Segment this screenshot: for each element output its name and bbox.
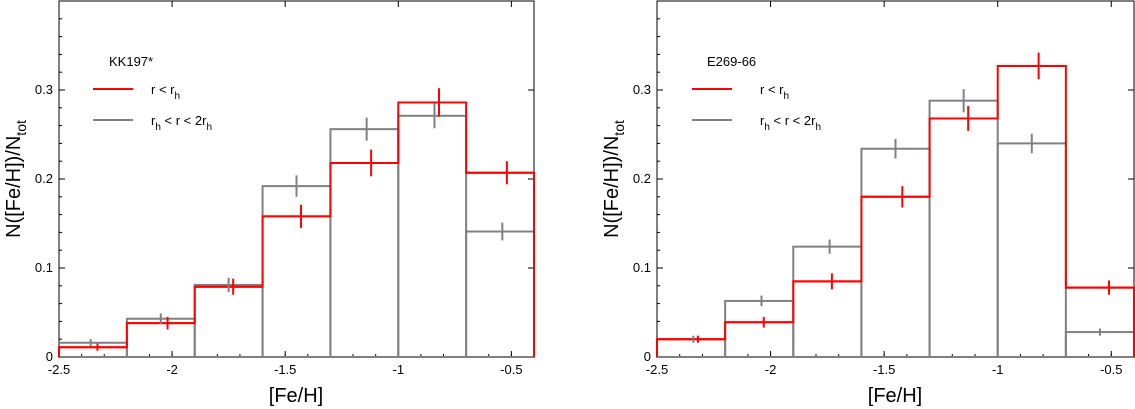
hist-bar-gray: [465, 230, 535, 358]
legend-label-outer-right: rh < r < 2rh: [760, 113, 821, 133]
x-tick-label: -2.5: [646, 362, 668, 377]
hist-bar-gray: [996, 142, 1067, 358]
panel-left: -2.5 -2 -1.5 -1 -0.5 0 0.1 0.2 0.3 [Fe/H] N([Fe…: [3, 0, 535, 407]
y-tick-label: 0.1: [35, 260, 53, 275]
x-tick-label: -2: [765, 362, 777, 377]
x-axis-label-right: [Fe/H]: [868, 385, 922, 407]
y-tick-label: 0.2: [35, 171, 53, 186]
y-axis-label-right: N([Fe/H])/Ntot: [601, 120, 627, 238]
hist-bar-gray: [58, 341, 128, 359]
x-tick-label: -0.5: [500, 362, 522, 377]
hist-bar-gray: [860, 147, 931, 358]
x-tick-label: -1.5: [873, 362, 895, 377]
histogram-bars-left: [58, 101, 535, 359]
legend-title-right: E269-66: [707, 54, 756, 69]
panel-right: -2.5 -2 -1.5 -1 -0.5 0 0.1 0.2 0.3 [Fe/H] N([Fe…: [601, 0, 1135, 407]
x-tick-label: -2.5: [48, 362, 70, 377]
hist-bar-gray: [792, 245, 863, 358]
histogram-bars-right: [656, 64, 1135, 359]
x-tick-label: -0.5: [1100, 362, 1122, 377]
y-tick-label: 0.2: [633, 171, 651, 186]
x-tick-label: -1: [992, 362, 1004, 377]
hist-bar-gray: [193, 283, 264, 358]
x-tick-label: -1.5: [274, 362, 296, 377]
legend-left: KK197* r < rh rh < r < 2rh: [93, 54, 212, 133]
x-tick-label: -1: [393, 362, 405, 377]
y-tick-label: 0: [46, 349, 53, 364]
hist-bar-gray: [125, 317, 196, 359]
hist-bar-gray: [656, 338, 727, 359]
hist-bar-gray: [1064, 331, 1135, 358]
y-tick-label: 0.3: [633, 82, 651, 97]
error-bars-left: [89, 88, 508, 351]
y-tick-label: 0.1: [633, 260, 651, 275]
legend-label-inner-left: r < rh: [151, 82, 180, 102]
hist-bar-gray: [261, 185, 332, 358]
legend-right: E269-66 r < rh rh < r < 2rh: [692, 54, 821, 133]
x-axis-label-left: [Fe/H]: [269, 385, 323, 407]
y-axis-label-left: N([Fe/H])/Ntot: [3, 120, 29, 238]
legend-title-left: KK197*: [109, 54, 153, 69]
hist-bar-gray: [397, 114, 468, 358]
hist-bar-gray: [928, 99, 999, 359]
y-ticks-left: 0 0.1 0.2 0.3: [35, 0, 534, 364]
error-bars-right: [692, 52, 1111, 343]
x-tick-label: -2: [166, 362, 178, 377]
y-tick-label: 0: [644, 349, 651, 364]
hist-bar-gray: [724, 299, 795, 358]
y-tick-label: 0.3: [35, 82, 53, 97]
hist-step-red: [656, 64, 1135, 357]
legend-label-inner-right: r < rh: [760, 82, 789, 102]
legend-label-outer-left: rh < r < 2rh: [151, 113, 212, 133]
